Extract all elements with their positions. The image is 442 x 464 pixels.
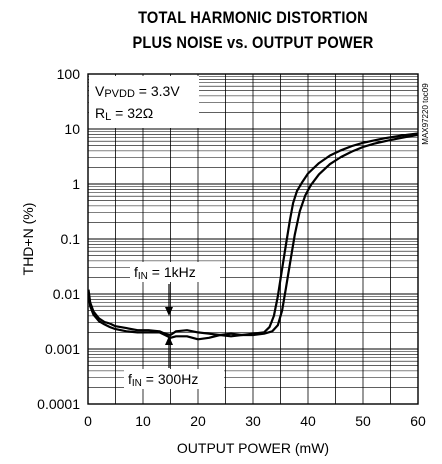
conditions-box: [89, 76, 199, 128]
x-tick-labels: 0 10 20 30 40 50 60: [84, 413, 426, 429]
y-tick-label: 10: [64, 121, 80, 137]
fin-300-label: fIN = 300Hz: [128, 371, 198, 389]
figure-id: MAX97220 toc09: [421, 83, 430, 145]
x-tick-label: 40: [300, 413, 316, 429]
plot-frame: [87, 73, 419, 405]
x-tick-label: 0: [84, 413, 92, 429]
y-tick-label: 1: [72, 176, 80, 192]
y-tick-label: 0.01: [53, 286, 80, 302]
x-tick-label: 20: [190, 413, 206, 429]
rl-text: RL = 32Ω: [95, 105, 153, 123]
y-tick-labels: 0.0001 0.001 0.01 0.1 1 10 100: [37, 66, 80, 412]
y-tick-label: 100: [57, 66, 81, 82]
chart-title-line2: PLUS NOISE vs. OUTPUT POWER: [132, 33, 374, 52]
y-tick-label: 0.001: [45, 341, 80, 357]
series-line-2: [87, 133, 419, 341]
x-tick-label: 60: [410, 413, 426, 429]
y-tick-label: 0.0001: [37, 396, 80, 412]
x-axis-label: OUTPUT POWER (mW): [177, 440, 329, 456]
grid-lines: [88, 74, 418, 404]
fin-1k-label: fIN = 1kHz: [134, 264, 196, 282]
vpvdd-text: VPVDD = 3.3V: [95, 83, 180, 100]
x-tick-label: 50: [355, 413, 371, 429]
x-tick-label: 10: [135, 413, 151, 429]
fin-1k-arrowhead: [165, 307, 173, 316]
series-group: [87, 132, 419, 341]
fin-300-bg: [124, 369, 224, 389]
fin-1k-bg: [130, 262, 220, 282]
series-line-1: [87, 132, 419, 337]
y-tick-label: 0.1: [61, 231, 81, 247]
y-axis-label: THD+N (%): [20, 203, 36, 276]
chart-title-line1: TOTAL HARMONIC DISTORTION: [138, 8, 368, 27]
fin-300-arrowhead: [165, 336, 173, 345]
x-tick-label: 30: [245, 413, 261, 429]
